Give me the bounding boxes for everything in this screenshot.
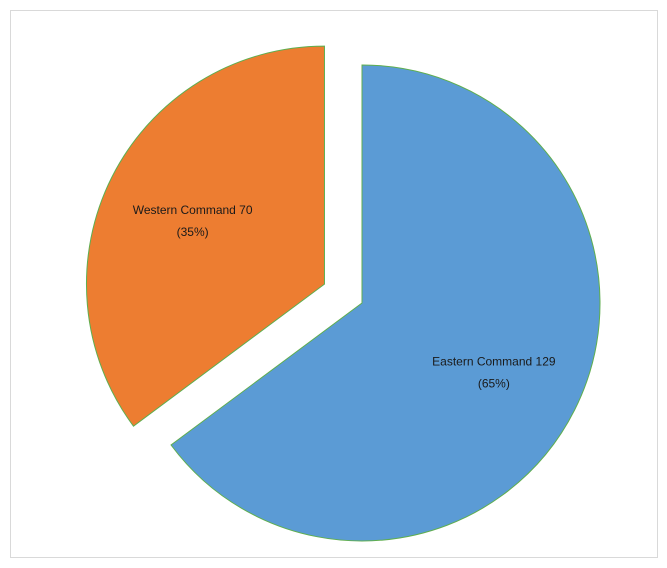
pie-slice-western-command bbox=[85, 45, 325, 427]
pie-label-eastern-command: Eastern Command 129 (65%) bbox=[432, 354, 556, 390]
data-label-name-value: Eastern Command 129 bbox=[432, 354, 556, 368]
data-label-name-value: Western Command 70 bbox=[133, 203, 253, 217]
data-label-percent: (35%) bbox=[177, 225, 209, 239]
pie-labels: Eastern Command 129 (65%) Western Command … bbox=[133, 203, 556, 390]
pie-slices bbox=[85, 45, 601, 542]
data-label-percent: (65%) bbox=[478, 376, 510, 390]
pie-label-western-command: Western Command 70 (35%) bbox=[133, 203, 253, 239]
pie-slice-eastern-command bbox=[170, 64, 601, 542]
